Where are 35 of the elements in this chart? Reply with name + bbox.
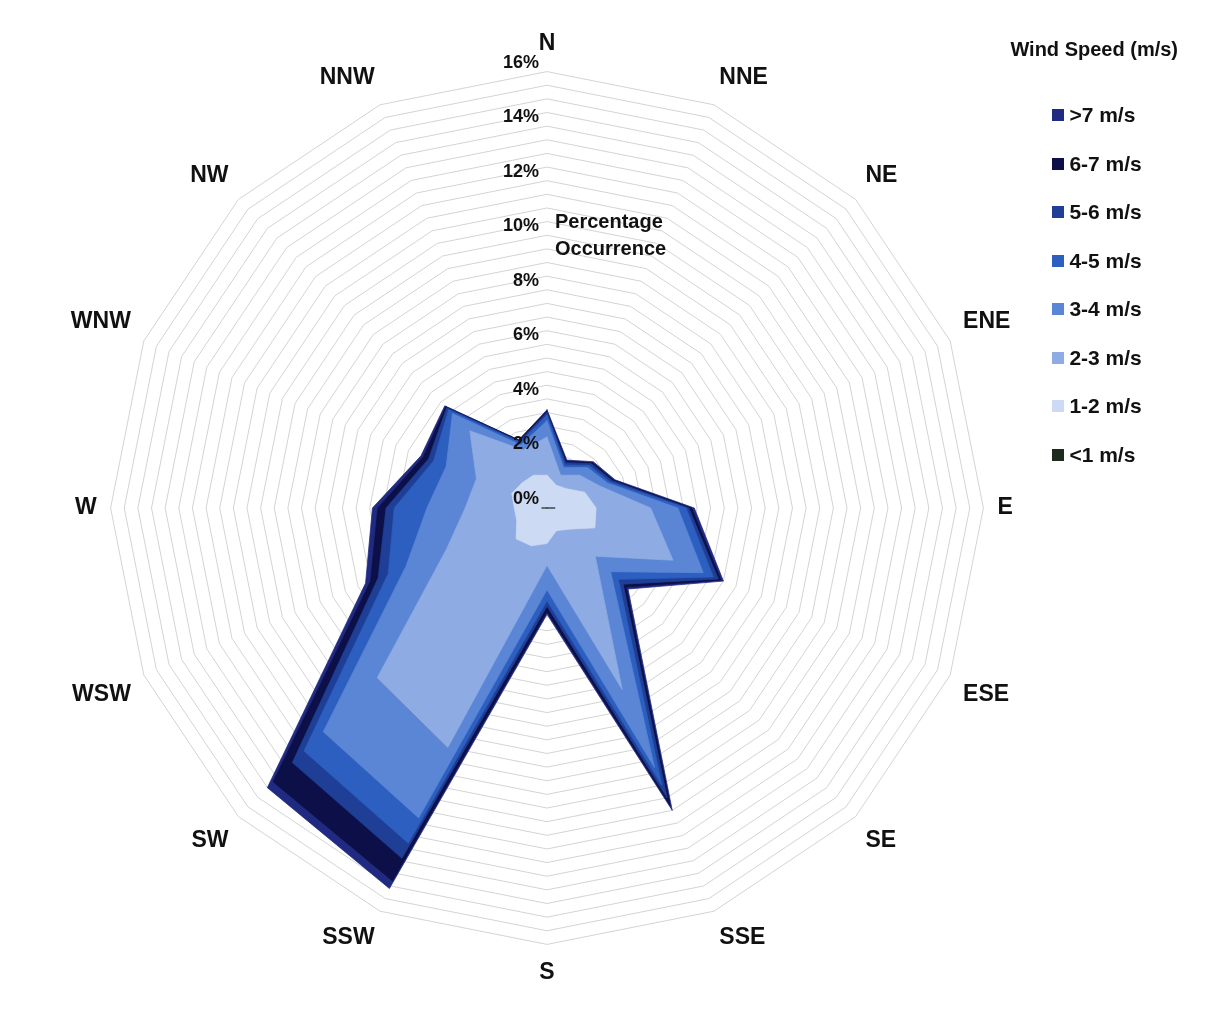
legend-label: 3-4 m/s: [1069, 297, 1142, 322]
y-tick-label: 0%: [512, 487, 539, 508]
spoke-label: ESE: [963, 679, 1010, 706]
spoke-label: SW: [191, 825, 229, 852]
y-tick-label: 10%: [502, 215, 539, 236]
spoke-label: SSE: [719, 923, 766, 950]
y-tick-label: 8%: [512, 269, 539, 290]
y-tick-label: 14%: [502, 106, 539, 127]
spoke-label: SE: [865, 825, 897, 852]
spoke-label: WSW: [72, 679, 132, 706]
y-tick-label: 4%: [512, 378, 539, 399]
legend-label: <1 m/s: [1069, 442, 1136, 467]
spoke-label: NE: [865, 161, 898, 188]
y-tick-label: 6%: [512, 324, 539, 345]
legend-title: Wind Speed (m/s): [1010, 38, 1178, 61]
text: Percentage Occurrence: [555, 208, 667, 261]
legend-label: 5-6 m/s: [1069, 200, 1142, 225]
y-tick-label: 2%: [512, 433, 539, 454]
spoke-label: ENE: [963, 307, 1011, 334]
legend-label: 1-2 m/s: [1069, 394, 1142, 419]
spoke-label: NNE: [719, 63, 768, 90]
spoke-label: S: [539, 957, 555, 984]
spoke-label: NW: [190, 161, 229, 188]
spoke-label: WNW: [70, 307, 132, 334]
legend-label: 6-7 m/s: [1069, 151, 1142, 176]
spoke-label: NNW: [319, 63, 375, 90]
legend-label: >7 m/s: [1069, 103, 1136, 128]
spoke-label: W: [74, 493, 97, 520]
spoke-label: SSW: [322, 923, 375, 950]
spoke-label: N: [538, 29, 556, 56]
spoke-label: E: [997, 493, 1013, 520]
legend-label: 2-3 m/s: [1069, 345, 1142, 370]
y-tick-label: 12%: [502, 160, 539, 181]
y-tick-label: 16%: [502, 51, 539, 72]
legend-label: 4-5 m/s: [1069, 248, 1142, 273]
